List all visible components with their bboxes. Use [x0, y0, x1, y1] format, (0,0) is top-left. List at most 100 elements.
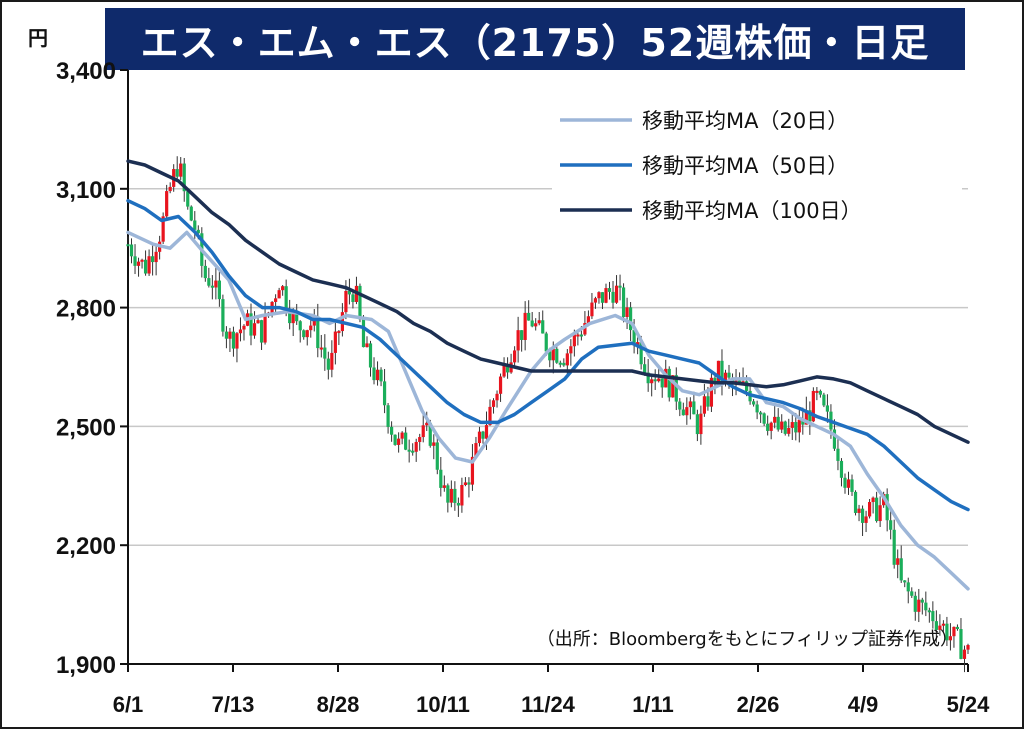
candle-up	[952, 626, 956, 637]
candle-down	[435, 442, 439, 470]
source-note: （出所：Bloombergをもとにフィリップ証券作成）	[537, 629, 958, 650]
candle-down	[411, 450, 415, 453]
candle-up	[495, 393, 499, 401]
candle-up	[228, 331, 232, 339]
candle-up	[780, 421, 784, 430]
candle-up	[815, 390, 819, 393]
candle-up	[214, 280, 218, 288]
candle-up	[586, 316, 591, 324]
candle-up	[238, 329, 243, 334]
candle-down	[678, 401, 682, 410]
candle-up	[871, 497, 875, 503]
candle-down	[776, 416, 780, 430]
candle-up	[576, 334, 580, 337]
candle-up	[537, 320, 541, 324]
candle-up	[864, 516, 868, 523]
candle-up	[140, 259, 144, 262]
chart-title: エス・エム・エス（2175）52週株価・日足	[105, 8, 965, 70]
candle-down	[667, 368, 671, 398]
candle-up	[179, 163, 183, 177]
candle-down	[527, 312, 531, 321]
candle-down	[284, 286, 288, 311]
candle-down	[189, 206, 193, 221]
candle-down	[404, 432, 408, 450]
candle-down	[302, 330, 306, 338]
candle-up	[400, 432, 404, 439]
candle-down	[843, 477, 847, 488]
candle-down	[126, 244, 130, 247]
candle-down	[186, 191, 190, 207]
x-tick-label: 5/24	[947, 692, 991, 717]
candle-up	[161, 216, 165, 242]
candle-up	[625, 307, 629, 318]
candle-down	[600, 292, 605, 303]
candle-down	[548, 351, 552, 361]
candle-up	[502, 364, 506, 377]
candle-down	[906, 582, 910, 592]
candle-up	[432, 442, 436, 446]
candle-down	[351, 294, 355, 302]
x-tick-label: 6/1	[113, 692, 144, 717]
candle-up	[941, 623, 945, 626]
candle-down	[621, 287, 626, 318]
candle-down	[860, 508, 865, 523]
candle-down	[439, 469, 443, 488]
candle-up	[769, 422, 773, 431]
moving-average-lines	[126, 159, 970, 591]
candle-up	[636, 342, 640, 346]
candle-up	[154, 251, 158, 263]
candle-down	[175, 169, 179, 177]
candle-up	[460, 485, 464, 506]
candle-down	[143, 259, 148, 274]
candle-down	[713, 377, 717, 382]
candle-up	[804, 410, 808, 425]
candle-down	[203, 265, 207, 279]
candle-up	[263, 314, 267, 343]
candle-up	[688, 401, 692, 408]
candle-up	[962, 649, 967, 659]
candle-down	[446, 485, 450, 503]
candle-down	[924, 602, 928, 611]
candle-down	[660, 378, 664, 388]
candle-down	[316, 316, 320, 349]
candle-up	[136, 261, 141, 266]
candle-down	[818, 390, 822, 395]
candle-down	[945, 623, 949, 641]
candle-down	[913, 595, 917, 612]
candle-down	[618, 285, 622, 288]
candle-up	[418, 437, 422, 442]
y-tick-label: 2,500	[56, 414, 116, 441]
candle-down	[541, 320, 545, 334]
candle-up	[516, 330, 520, 351]
candle-down	[903, 580, 907, 583]
candle-up	[569, 346, 573, 354]
candle-down	[611, 291, 615, 303]
candle-down	[193, 220, 197, 230]
candle-up	[699, 413, 703, 435]
candle-up	[593, 298, 598, 303]
candle-down	[681, 409, 685, 416]
candle-up	[414, 441, 418, 452]
candle-up	[375, 369, 380, 381]
candle-up	[474, 443, 478, 457]
candle-up	[235, 333, 239, 349]
x-tick-label: 2/26	[737, 692, 780, 717]
candle-down	[653, 379, 657, 382]
candle-down	[959, 629, 963, 659]
line-ma50	[126, 198, 970, 512]
candle-down	[393, 434, 397, 445]
candle-up	[252, 323, 257, 336]
candle-up	[165, 191, 169, 217]
candle-down	[428, 422, 432, 446]
candle-up	[242, 325, 246, 330]
candle-up	[425, 422, 429, 426]
candle-down	[794, 422, 798, 433]
legend-label-ma20: 移動平均MA（20日）	[642, 109, 848, 133]
candle-down	[889, 520, 893, 530]
candle-down	[695, 414, 699, 435]
candle-down	[358, 285, 362, 320]
y-tick-label: 2,800	[56, 296, 116, 323]
candle-up	[857, 508, 861, 513]
candle-down	[832, 429, 837, 449]
